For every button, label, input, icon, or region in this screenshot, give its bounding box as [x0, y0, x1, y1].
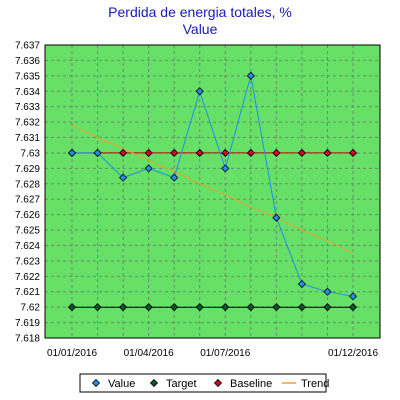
y-tick-label: 7.635: [15, 71, 40, 82]
y-tick-label: 7.623: [15, 256, 40, 267]
data-point-baseline: [297, 148, 306, 158]
data-point-value: [67, 148, 77, 158]
chart-title: Perdida de energia totales, %: [108, 4, 292, 20]
chart-subtitle: Value: [182, 21, 218, 37]
x-tick-label: 01/01/2016: [47, 348, 97, 359]
data-point-target: [170, 303, 179, 312]
data-point-target: [297, 303, 306, 312]
y-tick-label: 7.626: [15, 210, 40, 221]
data-point-target: [119, 303, 128, 312]
data-point-target: [67, 303, 77, 312]
data-point-baseline: [195, 148, 204, 158]
plot-area: [45, 45, 380, 338]
legend-label-baseline: Baseline: [230, 378, 272, 390]
data-point-value: [119, 173, 128, 182]
data-point-baseline: [221, 148, 230, 158]
x-tick-label: 01/04/2016: [124, 348, 174, 359]
y-tick-label: 7.62: [21, 303, 41, 314]
legend-marker-baseline: [213, 378, 223, 388]
legend-label-trend: Trend: [301, 378, 329, 390]
data-point-value: [297, 279, 306, 289]
data-point-target: [323, 303, 332, 312]
data-point-target: [93, 303, 102, 312]
legend-marker-value: [91, 378, 101, 388]
data-point-value: [246, 71, 255, 80]
data-point-baseline: [272, 148, 281, 158]
x-tick-label: 01/07/2016: [200, 348, 250, 359]
data-point-baseline: [170, 148, 179, 158]
y-tick-label: 7.619: [15, 318, 40, 329]
y-tick-label: 7.624: [15, 241, 40, 252]
data-point-baseline: [144, 148, 153, 158]
data-point-value: [323, 287, 332, 296]
y-tick-label: 7.629: [15, 164, 40, 175]
data-point-value: [221, 164, 230, 173]
data-point-value: [195, 87, 204, 96]
y-tick-label: 7.625: [15, 226, 40, 237]
legend-marker-target: [149, 378, 159, 388]
plot-border: [44, 44, 381, 339]
data-point-baseline: [323, 148, 332, 158]
data-point-target: [272, 303, 281, 312]
x-tick-label: 01/12/2016: [328, 348, 378, 359]
y-tick-label: 7.637: [15, 41, 40, 52]
data-point-target: [348, 303, 358, 312]
data-point-baseline: [246, 148, 255, 158]
y-tick-label: 7.632: [15, 118, 40, 129]
data-point-target: [144, 303, 153, 312]
y-tick-label: 7.631: [15, 133, 40, 144]
y-tick-label: 7.622: [15, 272, 40, 283]
data-point-value: [272, 213, 281, 222]
data-point-baseline: [119, 148, 128, 158]
data-point-target: [195, 303, 204, 312]
data-point-value: [348, 292, 358, 301]
legend-box: [79, 373, 327, 393]
legend-label-target: Target: [166, 378, 197, 390]
chart-title-block: Perdida de energia totales, % Value: [0, 4, 400, 38]
y-tick-label: 7.628: [15, 179, 40, 190]
legend-label-value: Value: [108, 378, 135, 390]
y-tick-label: 7.636: [15, 56, 40, 67]
y-tick-label: 7.618: [15, 334, 40, 345]
series-line-value: [72, 75, 354, 297]
y-tick-label: 7.63: [21, 148, 41, 159]
data-point-value: [93, 148, 102, 158]
y-tick-label: 7.627: [15, 195, 40, 206]
data-point-target: [221, 303, 230, 312]
data-point-value: [144, 164, 153, 173]
y-tick-label: 7.621: [15, 287, 40, 298]
data-point-value: [170, 173, 179, 182]
y-tick-label: 7.634: [15, 87, 40, 98]
series-line-trend: [71, 124, 354, 254]
data-point-target: [246, 303, 255, 312]
y-tick-label: 7.633: [15, 102, 40, 113]
data-point-baseline: [348, 148, 358, 158]
